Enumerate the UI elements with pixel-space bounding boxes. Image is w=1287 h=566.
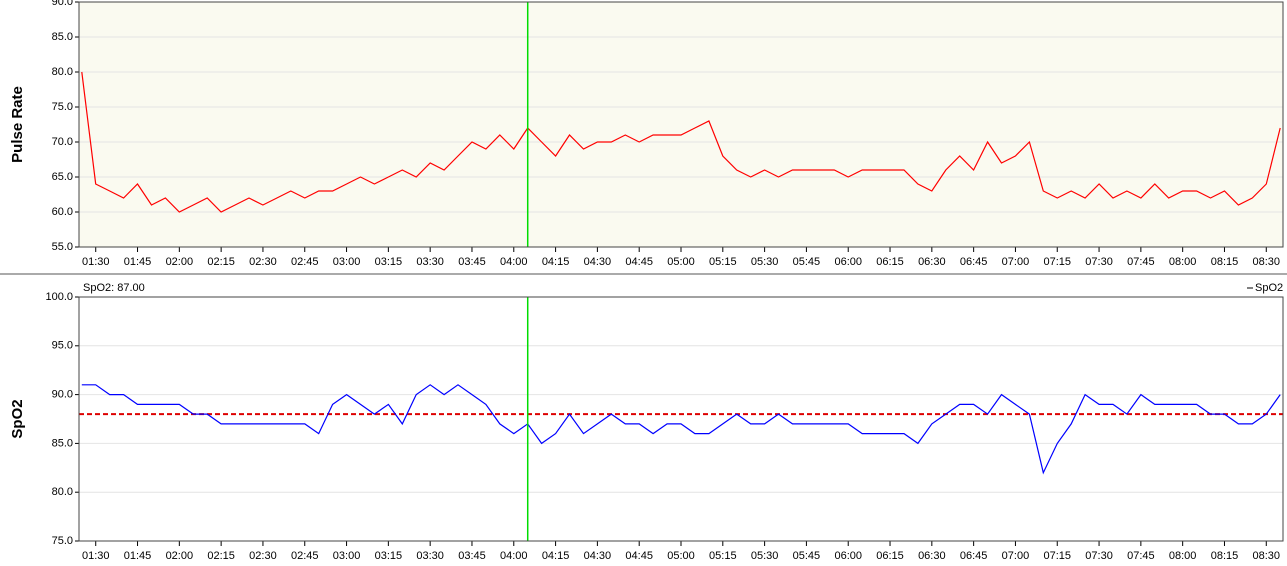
x-tick-label: 02:00 (166, 550, 194, 562)
x-tick-label: 08:30 (1253, 550, 1281, 562)
x-tick-label: 05:15 (709, 256, 737, 268)
x-tick-label: 06:00 (834, 256, 862, 268)
y-tick-label: 70.0 (52, 136, 73, 148)
y-tick-label: 85.0 (52, 31, 73, 43)
x-tick-label: 04:15 (542, 256, 570, 268)
x-tick-label: 06:30 (918, 550, 946, 562)
x-tick-label: 06:30 (918, 256, 946, 268)
x-tick-label: 07:30 (1085, 256, 1113, 268)
x-tick-label: 02:00 (166, 256, 194, 268)
x-tick-label: 07:45 (1127, 550, 1155, 562)
x-tick-label: 02:30 (249, 550, 277, 562)
x-tick-label: 08:00 (1169, 550, 1197, 562)
x-tick-label: 07:00 (1002, 550, 1030, 562)
x-tick-label: 05:30 (751, 256, 779, 268)
x-tick-label: 03:45 (458, 550, 486, 562)
x-tick-label: 08:15 (1211, 550, 1239, 562)
x-tick-label: 08:30 (1253, 256, 1281, 268)
y-tick-label: 80.0 (52, 66, 73, 78)
x-tick-label: 01:45 (124, 550, 152, 562)
x-tick-label: 07:00 (1002, 256, 1030, 268)
x-tick-label: 03:15 (375, 256, 403, 268)
y-tick-label: 60.0 (52, 206, 73, 218)
y-tick-label: 85.0 (52, 437, 73, 449)
y-tick-label: 80.0 (52, 486, 73, 498)
x-tick-label: 01:45 (124, 256, 152, 268)
y-tick-label: 95.0 (52, 340, 73, 352)
legend-label: SpO2 (1255, 282, 1283, 294)
x-tick-label: 05:30 (751, 550, 779, 562)
x-tick-label: 03:15 (375, 550, 403, 562)
x-tick-label: 05:45 (793, 256, 821, 268)
x-tick-label: 08:15 (1211, 256, 1239, 268)
plot-frame (78, 1, 1284, 248)
x-tick-label: 02:30 (249, 256, 277, 268)
x-tick-label: 01:30 (82, 550, 110, 562)
x-tick-label: 04:45 (625, 256, 653, 268)
y-tick-label: 100.0 (45, 291, 73, 303)
x-tick-label: 02:15 (207, 550, 235, 562)
x-tick-label: 03:30 (416, 550, 444, 562)
x-tick-label: 07:15 (1043, 550, 1071, 562)
plot-area (79, 297, 1283, 541)
plot-area (79, 2, 1283, 247)
x-tick-label: 05:45 (793, 550, 821, 562)
x-tick-label: 06:45 (960, 256, 988, 268)
x-tick-label: 05:00 (667, 256, 695, 268)
x-tick-label: 02:45 (291, 256, 319, 268)
y-tick-label: 90.0 (52, 389, 73, 401)
x-tick-label: 03:45 (458, 256, 486, 268)
annotation: SpO2: 87.00 (83, 282, 145, 294)
x-tick-label: 02:45 (291, 550, 319, 562)
y-tick-label: 65.0 (52, 171, 73, 183)
x-tick-label: 04:00 (500, 256, 528, 268)
x-tick-label: 08:00 (1169, 256, 1197, 268)
x-tick-label: 03:00 (333, 256, 361, 268)
plot-frame (78, 296, 1284, 542)
x-tick-label: 07:15 (1043, 256, 1071, 268)
x-tick-label: 06:45 (960, 550, 988, 562)
x-tick-label: 01:30 (82, 256, 110, 268)
x-tick-label: 06:15 (876, 550, 904, 562)
x-tick-label: 07:45 (1127, 256, 1155, 268)
x-tick-label: 04:45 (625, 550, 653, 562)
x-tick-label: 03:30 (416, 256, 444, 268)
x-tick-label: 06:00 (834, 550, 862, 562)
x-tick-label: 06:15 (876, 256, 904, 268)
y-tick-label: 90.0 (52, 0, 73, 8)
x-tick-label: 02:15 (207, 256, 235, 268)
x-tick-label: 04:30 (584, 550, 612, 562)
x-tick-label: 04:30 (584, 256, 612, 268)
x-tick-label: 05:00 (667, 550, 695, 562)
x-tick-label: 03:00 (333, 550, 361, 562)
x-tick-label: 05:15 (709, 550, 737, 562)
x-tick-label: 04:00 (500, 550, 528, 562)
y-tick-label: 55.0 (52, 241, 73, 253)
y-tick-label: 75.0 (52, 101, 73, 113)
y-axis-label: SpO2 (9, 399, 26, 438)
x-tick-label: 04:15 (542, 550, 570, 562)
x-tick-label: 07:30 (1085, 550, 1113, 562)
data-line (81, 384, 1281, 475)
data-line (81, 71, 1281, 213)
y-axis-label: Pulse Rate (9, 86, 26, 163)
y-tick-label: 75.0 (52, 535, 73, 547)
